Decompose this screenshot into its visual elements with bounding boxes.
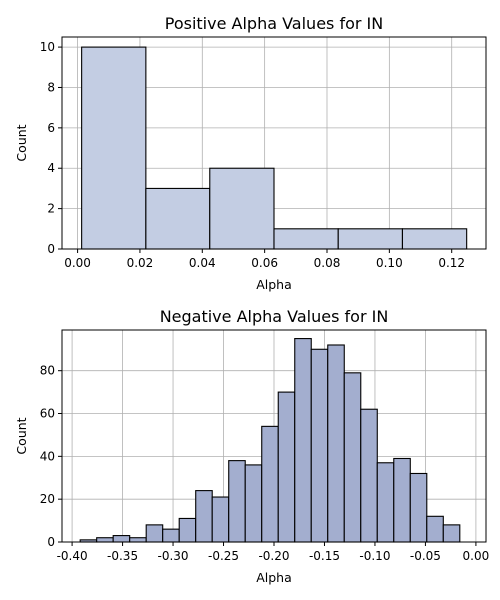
histogram-bar <box>376 462 395 543</box>
histogram-bar <box>145 187 211 250</box>
x-axis-label: Alpha <box>256 277 292 292</box>
y-tick-label: 0 <box>47 242 55 256</box>
chart-title: Positive Alpha Values for IN <box>165 14 383 33</box>
y-tick-label: 20 <box>40 492 55 506</box>
histogram-bar <box>277 391 296 543</box>
histogram-bar <box>81 46 147 250</box>
y-tick-label: 60 <box>40 407 55 421</box>
histogram-bar <box>145 524 164 543</box>
positive-alpha-histogram: 0.00 0.02 0.04 0.06 0.08 0.10 0.12 0 2 4 6 8 10 Posi… <box>14 14 487 292</box>
chart-title: Negative Alpha Values for IN <box>160 307 389 326</box>
x-tick-label: -0.40 <box>57 549 88 563</box>
histogram-bar <box>211 496 230 543</box>
histogram-bar <box>401 228 468 250</box>
x-tick-label: 0.06 <box>251 256 278 270</box>
x-tick-label: 0.12 <box>438 256 465 270</box>
histogram-bar <box>409 472 428 543</box>
x-tick-label: -0.25 <box>208 549 239 563</box>
histogram-bar <box>228 460 246 543</box>
x-tick-label: -0.15 <box>309 549 340 563</box>
histogram-bar <box>393 457 411 543</box>
x-tick-label: 0.10 <box>376 256 403 270</box>
histogram-bar <box>310 348 329 543</box>
y-tick-label: 2 <box>47 202 55 216</box>
x-tick-label: -0.35 <box>107 549 138 563</box>
x-axis-label: Alpha <box>256 570 292 585</box>
histogram-bar <box>426 515 444 543</box>
y-axis-label: Count <box>14 417 29 454</box>
histogram-bar <box>261 425 279 543</box>
y-tick-label: 4 <box>47 161 55 175</box>
histogram-bar <box>162 528 180 543</box>
plot-frame <box>61 36 487 250</box>
histogram-bar <box>195 490 213 543</box>
y-tick-label: 0 <box>47 535 55 549</box>
y-tick-label: 40 <box>40 449 55 463</box>
histogram-bar <box>129 537 147 543</box>
histogram-bar <box>112 535 131 543</box>
histogram-bar <box>273 228 339 250</box>
x-tick-label: -0.20 <box>258 549 289 563</box>
histogram-bar <box>178 517 197 543</box>
x-tick-label: 0.02 <box>127 256 154 270</box>
histogram-bar <box>96 537 114 543</box>
histogram-bar <box>442 524 461 543</box>
histogram-bar <box>360 408 378 543</box>
y-tick-label: 6 <box>47 121 55 135</box>
x-tick-label: -0.05 <box>410 549 441 563</box>
histogram-bar <box>327 344 345 543</box>
histogram-bar <box>343 372 362 543</box>
x-tick-label: -0.10 <box>359 549 390 563</box>
x-tick-label: 0.00 <box>64 256 91 270</box>
y-tick-label: 8 <box>47 80 55 94</box>
x-tick-label: 0.00 <box>463 549 490 563</box>
x-tick-label: 0.04 <box>189 256 216 270</box>
x-tick-label: -0.30 <box>158 549 189 563</box>
y-axis-label: Count <box>14 124 29 161</box>
histogram-bar <box>244 464 263 543</box>
y-tick-label: 10 <box>40 40 55 54</box>
negative-alpha-histogram: -0.40 -0.35 -0.30 -0.25 -0.20 -0.15 -0.10 -0.05… <box>14 307 489 585</box>
histogram-bar <box>209 167 275 250</box>
y-tick-label: 80 <box>40 364 55 378</box>
histogram-bar <box>337 228 403 250</box>
x-tick-label: 0.08 <box>314 256 341 270</box>
histogram-bar <box>294 338 312 543</box>
